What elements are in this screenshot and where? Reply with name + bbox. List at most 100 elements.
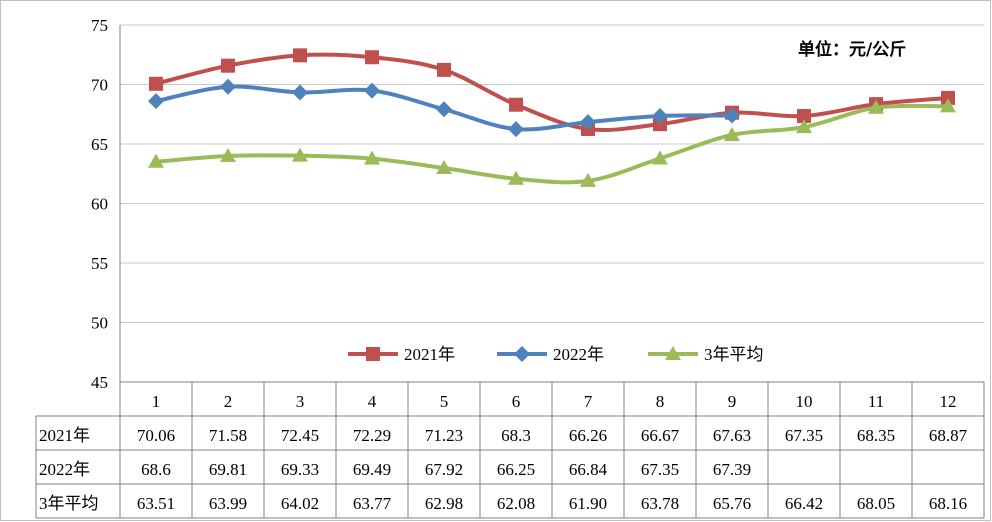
- table-cell-1-3: 69.49: [353, 460, 391, 479]
- series-0-point-5: [509, 97, 523, 112]
- y-tick-label-65: 65: [91, 135, 108, 154]
- series-group: [148, 48, 956, 187]
- series-0-point-7: [653, 117, 667, 132]
- series-0-point-9: [797, 109, 811, 124]
- category-label-1: 1: [152, 392, 161, 411]
- table-cell-2-3: 63.77: [353, 494, 392, 513]
- series-0-point-3: [365, 50, 379, 65]
- category-label-5: 5: [440, 392, 449, 411]
- table-cell-0-0: 70.06: [137, 426, 175, 445]
- series-1-point-0: [148, 93, 164, 110]
- legend-label-1: 2022年: [553, 345, 604, 364]
- series-0-point-1: [221, 58, 235, 73]
- series-2-point-3: [364, 150, 380, 165]
- y-tick-label-45: 45: [91, 373, 108, 392]
- table-cell-0-8: 67.63: [713, 426, 751, 445]
- table-cell-0-10: 68.35: [857, 426, 895, 445]
- table-cell-0-2: 72.45: [281, 426, 319, 445]
- table-cell-2-2: 64.02: [281, 494, 319, 513]
- series-2-point-2: [292, 147, 308, 162]
- table-cell-2-7: 63.78: [641, 494, 679, 513]
- table-cell-1-2: 69.33: [281, 460, 319, 479]
- category-label-9: 9: [728, 392, 737, 411]
- table-cell-0-5: 68.3: [501, 426, 531, 445]
- y-tick-label-55: 55: [91, 254, 108, 273]
- category-label-3: 3: [296, 392, 305, 411]
- table-cell-2-6: 61.90: [569, 494, 607, 513]
- table-cell-2-4: 62.98: [425, 494, 463, 513]
- table-cell-0-6: 66.26: [569, 426, 607, 445]
- y-tick-label-75: 75: [91, 16, 108, 35]
- series-2-point-5: [508, 170, 524, 185]
- legend-label-2: 3年平均: [704, 345, 764, 364]
- series-1-point-4: [436, 101, 452, 118]
- table-cell-2-1: 63.99: [209, 494, 247, 513]
- series-1-point-5: [508, 121, 524, 138]
- y-axis: 45 50 55 60 65 70 75: [91, 16, 121, 392]
- table-cell-0-9: 67.35: [785, 426, 823, 445]
- series-0-point-4: [437, 62, 451, 77]
- category-label-12: 12: [940, 392, 957, 411]
- table-cell-0-1: 71.58: [209, 426, 247, 445]
- table-row-label-1: 2022年: [39, 460, 90, 479]
- category-label-4: 4: [368, 392, 377, 411]
- table-cell-2-8: 65.76: [713, 494, 751, 513]
- table-cell-1-4: 67.92: [425, 460, 463, 479]
- series-1-point-2: [292, 84, 308, 101]
- table-cell-2-0: 63.51: [137, 494, 175, 513]
- category-label-6: 6: [512, 392, 521, 411]
- legend-marker-2: [665, 346, 681, 360]
- series-2-point-10: [868, 99, 884, 114]
- series-1: [148, 78, 740, 138]
- series-2-point-7: [652, 150, 668, 165]
- series-2-point-6: [580, 172, 596, 187]
- table-cell-2-10: 68.05: [857, 494, 895, 513]
- legend-marker-1: [514, 346, 530, 362]
- table-cell-0-7: 66.67: [641, 426, 680, 445]
- table-cell-1-5: 66.25: [497, 460, 535, 479]
- series-0-point-11: [941, 90, 955, 105]
- grid-lines: [120, 24, 984, 323]
- legend-item-1: 2022年: [497, 345, 604, 364]
- table-cell-1-0: 68.6: [141, 460, 171, 479]
- legend-marker-0: [366, 347, 380, 361]
- series-2-point-9: [796, 119, 812, 134]
- category-label-10: 10: [796, 392, 813, 411]
- legend-item-0: 2021年: [348, 345, 455, 364]
- series-1-point-6: [580, 114, 596, 131]
- table-row-label-0: 2021年: [39, 426, 90, 445]
- table-row-label-2: 3年平均: [39, 494, 99, 513]
- category-label-2: 2: [224, 392, 233, 411]
- table-cell-2-11: 68.16: [929, 494, 967, 513]
- series-0-point-0: [149, 76, 163, 91]
- table-cell-2-5: 62.08: [497, 494, 535, 513]
- series-1-point-1: [220, 78, 236, 95]
- category-label-11: 11: [868, 392, 884, 411]
- series-line-2: [155, 103, 949, 185]
- series-1-point-8: [724, 107, 740, 124]
- table-cell-1-8: 67.39: [713, 460, 751, 479]
- category-label-7: 7: [584, 392, 593, 411]
- table-cell-2-9: 66.42: [785, 494, 823, 513]
- table-cell-0-4: 71.23: [425, 426, 463, 445]
- unit-label: 单位：元/公斤: [798, 39, 906, 60]
- table-cell-0-11: 68.87: [929, 426, 968, 445]
- legend-label-0: 2021年: [404, 345, 455, 364]
- series-2-point-1: [220, 148, 236, 163]
- table-cell-1-7: 67.35: [641, 460, 679, 479]
- series-2-point-11: [940, 98, 956, 113]
- legend: 2021年 2022年 3年平均: [348, 345, 764, 364]
- series-2-point-0: [148, 153, 164, 168]
- series-2-point-4: [436, 160, 452, 175]
- table-cell-1-1: 69.81: [209, 460, 247, 479]
- series-1-point-3: [364, 82, 380, 99]
- series-2: [148, 98, 956, 187]
- table-cell-1-6: 66.84: [569, 460, 608, 479]
- y-tick-label-60: 60: [91, 195, 108, 214]
- category-label-8: 8: [656, 392, 665, 411]
- table-cell-0-3: 72.29: [353, 426, 391, 445]
- y-tick-label-50: 50: [91, 314, 108, 333]
